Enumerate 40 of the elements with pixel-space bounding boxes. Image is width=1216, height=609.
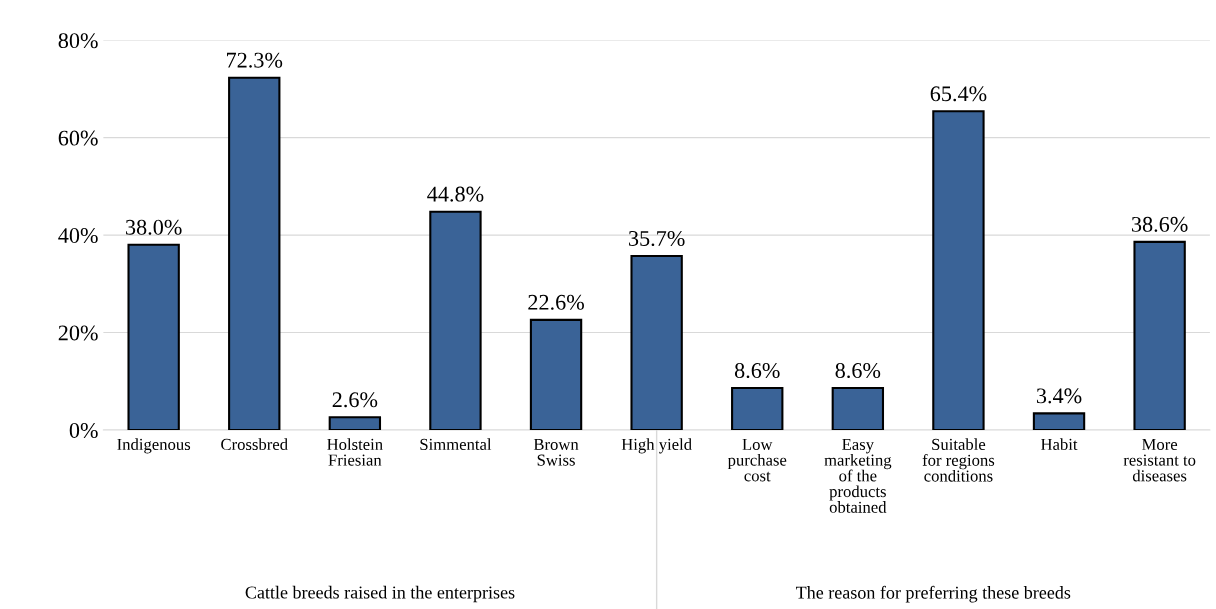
bar xyxy=(1032,412,1086,430)
bar xyxy=(831,387,885,430)
x-tick-label: Suitable for regions conditions xyxy=(922,438,995,482)
x-tick-label: Crossbred xyxy=(221,438,288,451)
bar xyxy=(731,387,784,430)
data-label: 3.4% xyxy=(1036,388,1082,404)
y-tick-label: 80% xyxy=(58,33,98,49)
y-tick-label: 40% xyxy=(58,228,98,244)
x-tick-label: Holstein Friesian xyxy=(327,438,383,466)
x-tick-label: High yield xyxy=(621,438,692,454)
y-tick-label: 0% xyxy=(69,422,98,438)
x-tick-label: Easy marketing of the products obtained xyxy=(824,438,892,513)
data-label: 35.7% xyxy=(629,230,685,247)
x-tick-label: Low purchase cost xyxy=(727,438,787,482)
data-label: 44.8% xyxy=(427,186,484,202)
x-tick-label: Habit xyxy=(1040,438,1078,451)
data-label: 22.6% xyxy=(528,294,584,310)
data-label: 65.4% xyxy=(930,86,987,102)
bar xyxy=(429,210,482,430)
bar xyxy=(127,243,180,430)
data-label: 38.6% xyxy=(1131,216,1188,232)
bar xyxy=(328,416,382,430)
data-label: 72.3% xyxy=(227,52,283,68)
y-tick-label: 20% xyxy=(58,325,98,341)
data-label: 38.0% xyxy=(126,219,182,235)
data-label: 8.6% xyxy=(835,362,881,379)
x-tick-label: More resistant to diseases xyxy=(1123,438,1196,482)
bar xyxy=(630,254,683,430)
bar xyxy=(932,110,985,430)
text: The reason for preferring these breeds xyxy=(796,585,1071,603)
data-label: 8.6% xyxy=(734,362,780,379)
y-tick-label: 60% xyxy=(58,130,98,146)
x-tick-label: Brown Swiss xyxy=(533,438,579,466)
text: Cattle breeds raised in the enterprises xyxy=(245,585,515,603)
bar xyxy=(1133,240,1186,430)
x-tick-label: Indigenous xyxy=(117,438,191,454)
bar xyxy=(228,76,281,430)
x-tick-label: Simmental xyxy=(420,438,492,451)
data-label: 2.6% xyxy=(332,392,378,408)
bar xyxy=(529,318,583,430)
